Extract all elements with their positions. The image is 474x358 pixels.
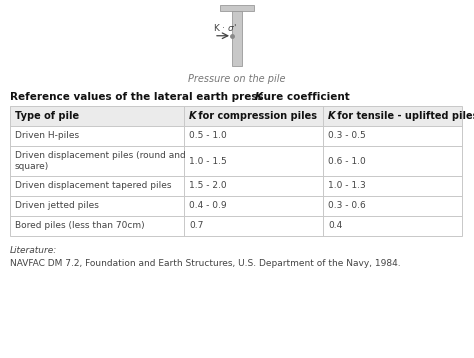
Bar: [232, 11, 242, 66]
Text: NAVFAC DM 7.2, Foundation and Earth Structures, U.S. Department of the Navy, 198: NAVFAC DM 7.2, Foundation and Earth Stru…: [10, 259, 401, 268]
Text: 1.0 - 1.3: 1.0 - 1.3: [328, 182, 366, 190]
Text: for compression piles: for compression piles: [194, 111, 317, 121]
Text: 1.5 - 2.0: 1.5 - 2.0: [189, 182, 227, 190]
Text: Pressure on the pile: Pressure on the pile: [188, 74, 286, 84]
Text: 0.5 - 1.0: 0.5 - 1.0: [189, 131, 227, 140]
Text: 0.3 - 0.6: 0.3 - 0.6: [328, 202, 366, 211]
Text: Type of pile: Type of pile: [15, 111, 79, 121]
Text: Driven displacement piles (round and
square): Driven displacement piles (round and squ…: [15, 151, 186, 171]
Text: K: K: [255, 92, 263, 102]
Text: 1.0 - 1.5: 1.0 - 1.5: [189, 156, 227, 165]
Bar: [10, 106, 462, 236]
Text: 0.3 - 0.5: 0.3 - 0.5: [328, 131, 366, 140]
Text: Driven displacement tapered piles: Driven displacement tapered piles: [15, 182, 172, 190]
Bar: [220, 5, 254, 11]
Text: Reference values of the lateral earth pressure coefficient: Reference values of the lateral earth pr…: [10, 92, 354, 102]
Text: 0.7: 0.7: [189, 222, 203, 231]
Text: K: K: [328, 111, 336, 121]
Text: Literature:: Literature:: [10, 246, 57, 255]
Text: Bored piles (less than 70cm): Bored piles (less than 70cm): [15, 222, 145, 231]
Text: for tensile - uplifted piles: for tensile - uplifted piles: [334, 111, 474, 121]
Bar: [10, 106, 462, 126]
Text: Driven H-piles: Driven H-piles: [15, 131, 79, 140]
Text: 0.4: 0.4: [328, 222, 343, 231]
Text: 0.6 - 1.0: 0.6 - 1.0: [328, 156, 366, 165]
Text: K: K: [189, 111, 197, 121]
Text: Driven jetted piles: Driven jetted piles: [15, 202, 99, 211]
Text: K · $\mathit{\sigma}$': K · $\mathit{\sigma}$': [213, 22, 237, 33]
Text: 0.4 - 0.9: 0.4 - 0.9: [189, 202, 227, 211]
